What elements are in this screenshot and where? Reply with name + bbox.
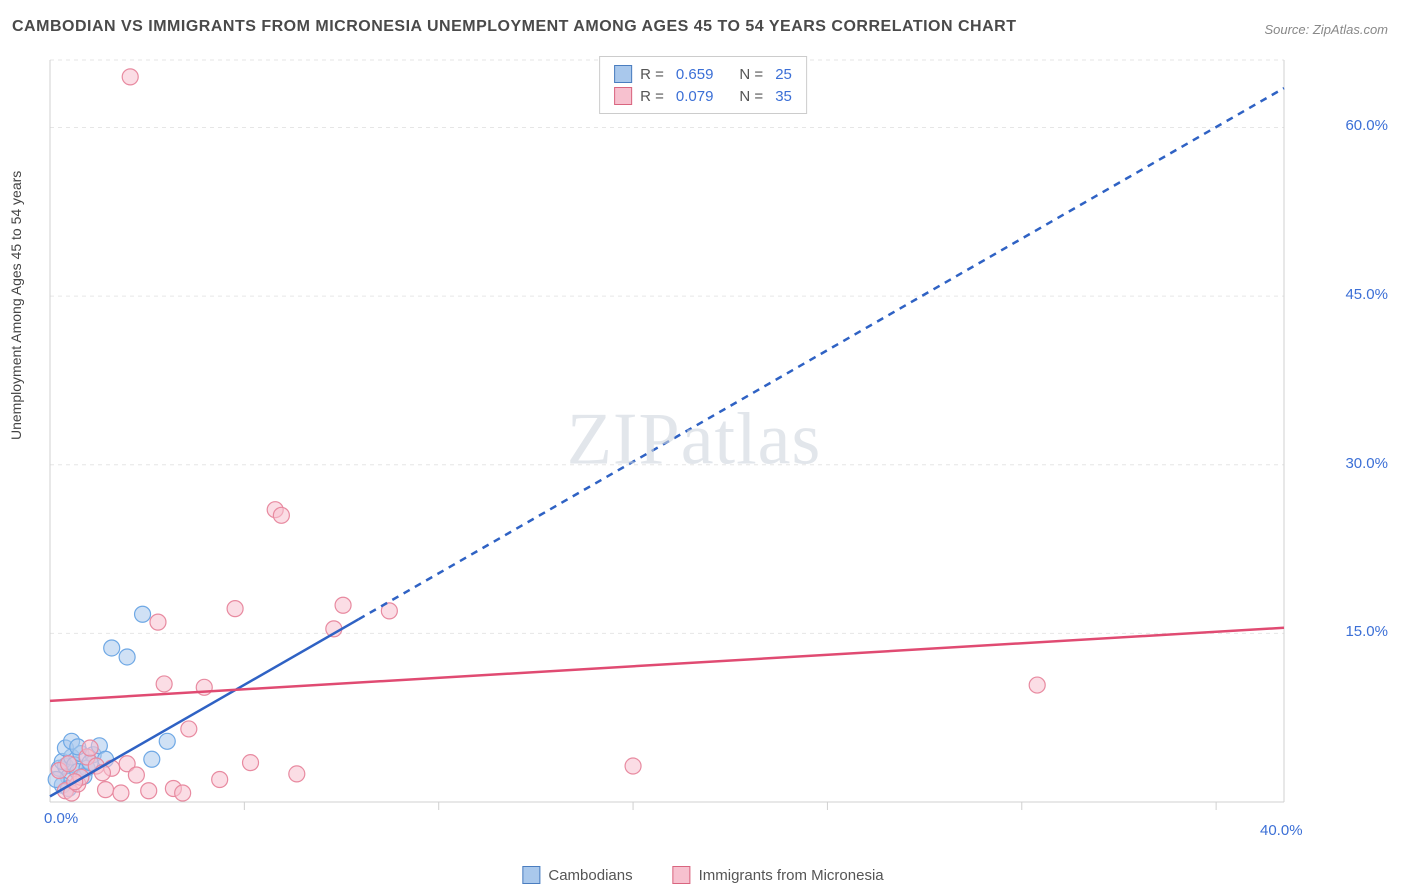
blue-swatch-icon [614,65,632,83]
chart-plot-area: ZIPatlas [44,50,1344,830]
r-value: 0.659 [676,66,714,83]
legend-item-label: Immigrants from Micronesia [699,867,884,884]
correlation-legend: R = 0.659 N = 25 R = 0.079 N = 35 [599,56,807,114]
n-label: N = [739,88,763,105]
x-tick-label: 40.0% [1260,822,1303,839]
r-label: R = [640,66,664,83]
series-legend: Cambodians Immigrants from Micronesia [522,866,883,884]
x-tick-label: 0.0% [44,810,78,827]
legend-item: Cambodians [522,866,632,884]
pink-swatch-icon [673,866,691,884]
legend-row: R = 0.659 N = 25 [614,63,792,85]
r-label: R = [640,88,664,105]
blue-swatch-icon [522,866,540,884]
pink-swatch-icon [614,87,632,105]
y-tick-label: 60.0% [1345,117,1388,134]
legend-item: Immigrants from Micronesia [673,866,884,884]
y-axis-label: Unemployment Among Ages 45 to 54 years [8,171,24,440]
n-label: N = [739,66,763,83]
n-value: 25 [775,66,792,83]
r-value: 0.079 [676,88,714,105]
y-tick-label: 45.0% [1345,286,1388,303]
legend-row: R = 0.079 N = 35 [614,85,792,107]
chart-title: CAMBODIAN VS IMMIGRANTS FROM MICRONESIA … [12,18,1017,36]
source-label: Source: ZipAtlas.com [1264,22,1388,37]
y-tick-label: 15.0% [1345,623,1388,640]
y-tick-label: 30.0% [1345,455,1388,472]
n-value: 35 [775,88,792,105]
legend-item-label: Cambodians [548,867,632,884]
